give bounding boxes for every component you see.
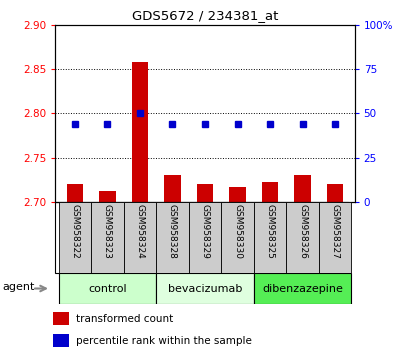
Bar	[261, 182, 278, 202]
Text: agent: agent	[3, 282, 35, 292]
Text: control: control	[88, 284, 126, 293]
Bar	[131, 62, 148, 202]
FancyBboxPatch shape	[156, 273, 253, 304]
Text: GSM958329: GSM958329	[200, 204, 209, 259]
Bar	[99, 191, 115, 202]
FancyBboxPatch shape	[253, 202, 285, 273]
Text: bevacizumab: bevacizumab	[167, 284, 242, 293]
Text: GSM958323: GSM958323	[103, 204, 112, 259]
FancyBboxPatch shape	[253, 273, 351, 304]
FancyBboxPatch shape	[91, 202, 124, 273]
Bar	[326, 184, 342, 202]
Text: transformed count: transformed count	[75, 314, 172, 324]
Bar	[53, 312, 69, 325]
Bar	[229, 187, 245, 202]
FancyBboxPatch shape	[58, 202, 91, 273]
FancyBboxPatch shape	[188, 202, 221, 273]
Text: GSM958327: GSM958327	[330, 204, 339, 259]
FancyBboxPatch shape	[124, 202, 156, 273]
Text: GSM958328: GSM958328	[168, 204, 177, 259]
Title: GDS5672 / 234381_at: GDS5672 / 234381_at	[131, 9, 278, 22]
Bar	[294, 175, 310, 202]
Text: GSM958325: GSM958325	[265, 204, 274, 259]
Bar	[196, 184, 213, 202]
Text: GSM958324: GSM958324	[135, 204, 144, 259]
FancyBboxPatch shape	[285, 202, 318, 273]
Text: GSM958326: GSM958326	[297, 204, 306, 259]
Text: percentile rank within the sample: percentile rank within the sample	[75, 336, 251, 346]
Bar	[53, 334, 69, 347]
Bar	[67, 184, 83, 202]
Text: dibenzazepine: dibenzazepine	[261, 284, 342, 293]
Text: GSM958330: GSM958330	[232, 204, 241, 259]
FancyBboxPatch shape	[221, 202, 253, 273]
FancyBboxPatch shape	[58, 273, 156, 304]
Text: GSM958322: GSM958322	[70, 204, 79, 259]
FancyBboxPatch shape	[156, 202, 188, 273]
FancyBboxPatch shape	[318, 202, 351, 273]
Bar	[164, 175, 180, 202]
